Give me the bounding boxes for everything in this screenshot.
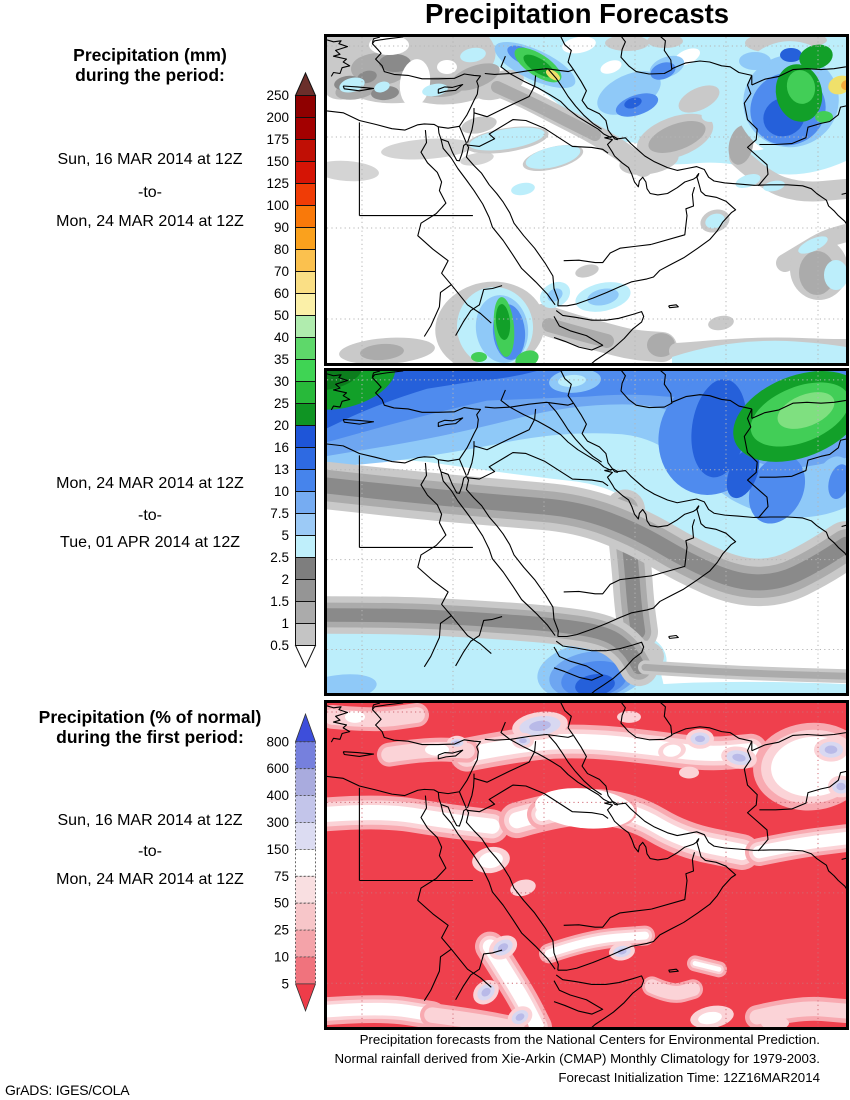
svg-text:25: 25 — [274, 396, 289, 411]
svg-text:10: 10 — [274, 484, 289, 499]
svg-text:1: 1 — [281, 616, 289, 631]
svg-text:50: 50 — [274, 896, 289, 911]
svg-text:25: 25 — [274, 923, 289, 938]
svg-text:35: 35 — [274, 352, 289, 367]
svg-text:70: 70 — [274, 264, 289, 279]
svg-text:200: 200 — [266, 110, 289, 125]
svg-text:75: 75 — [274, 869, 289, 884]
svg-text:300: 300 — [266, 815, 289, 830]
svg-text:10: 10 — [274, 950, 289, 965]
svg-text:30: 30 — [274, 374, 289, 389]
svg-text:1.5: 1.5 — [270, 594, 289, 609]
svg-text:2.5: 2.5 — [270, 550, 289, 565]
svg-text:100: 100 — [266, 198, 289, 213]
svg-text:50: 50 — [274, 308, 289, 323]
svg-text:40: 40 — [274, 330, 289, 345]
svg-text:250: 250 — [266, 88, 289, 103]
svg-text:600: 600 — [266, 761, 289, 776]
svg-text:125: 125 — [266, 176, 289, 191]
svg-text:20: 20 — [274, 418, 289, 433]
svg-text:16: 16 — [274, 440, 289, 455]
svg-text:400: 400 — [266, 788, 289, 803]
svg-text:60: 60 — [274, 286, 289, 301]
svg-text:7.5: 7.5 — [270, 506, 289, 521]
svg-text:5: 5 — [281, 976, 289, 991]
svg-text:0.5: 0.5 — [270, 638, 289, 653]
svg-text:5: 5 — [281, 528, 289, 543]
svg-text:2: 2 — [281, 572, 289, 587]
svg-text:800: 800 — [266, 734, 289, 749]
svg-text:90: 90 — [274, 220, 289, 235]
svg-text:80: 80 — [274, 242, 289, 257]
svg-text:150: 150 — [266, 842, 289, 857]
svg-text:150: 150 — [266, 154, 289, 169]
svg-text:13: 13 — [274, 462, 289, 477]
svg-text:175: 175 — [266, 132, 289, 147]
